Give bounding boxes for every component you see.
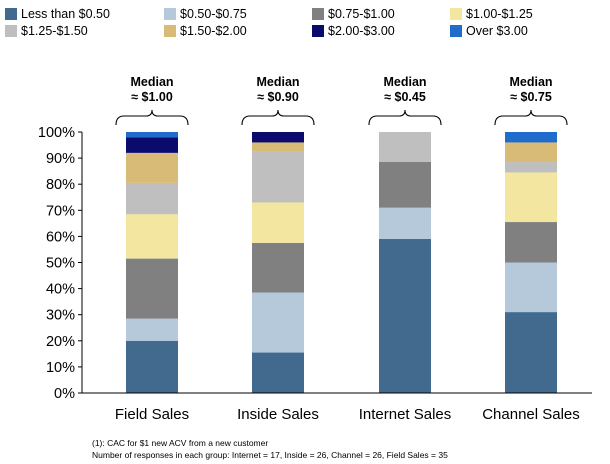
- bar-segment-channel-sales-0-75-1-00: [505, 222, 557, 263]
- median-label: Median: [256, 75, 299, 89]
- legend-label: Over $3.00: [466, 24, 528, 38]
- y-tick-label: 70%: [46, 203, 75, 219]
- bar-segment-field-sales-1-00-1-25: [126, 214, 178, 259]
- median-label: Median: [130, 75, 173, 89]
- median-brace: [494, 109, 568, 126]
- bar-segment-inside-sales-0-75-1-00: [252, 242, 304, 293]
- bar-segment-inside-sales-2-00-3-00: [252, 132, 304, 143]
- median-value: ≈ $0.90: [257, 90, 299, 104]
- y-tick-label: 100%: [38, 125, 75, 141]
- legend-swatch: [164, 8, 176, 20]
- legend-item-over-3-00: Over $3.00: [450, 24, 528, 38]
- median-value: ≈ $0.45: [384, 90, 426, 104]
- legend-item-1-25-1-50: $1.25-$1.50: [5, 24, 88, 38]
- legend-swatch: [450, 8, 462, 20]
- bar-segment-field-sales-1-50-2-00: [126, 152, 178, 183]
- median-brace: [115, 109, 189, 126]
- bar-segment-internet-sales-less-than-0-50: [379, 239, 431, 393]
- bar-segment-channel-sales-0-50-0-75: [505, 262, 557, 313]
- y-tick-label: 30%: [46, 308, 75, 324]
- bar-segment-internet-sales-0-75-1-00: [379, 162, 431, 208]
- median-value: ≈ $1.00: [131, 90, 173, 104]
- legend-swatch: [5, 25, 17, 37]
- bar-segment-field-sales-0-50-0-75: [126, 318, 178, 341]
- y-tick-label: 20%: [46, 334, 75, 350]
- bar-segment-channel-sales-1-50-2-00: [505, 142, 557, 163]
- legend-item-1-50-2-00: $1.50-$2.00: [164, 24, 247, 38]
- bar-segment-inside-sales-1-00-1-25: [252, 202, 304, 243]
- bar-segment-internet-sales-0-50-0-75: [379, 207, 431, 240]
- legend-label: Less than $0.50: [21, 7, 110, 21]
- responses-note: Number of responses in each group: Inter…: [92, 450, 448, 460]
- bar-segment-channel-sales-1-00-1-25: [505, 172, 557, 223]
- legend-swatch: [312, 25, 324, 37]
- median-label: Median: [383, 75, 426, 89]
- y-tick-label: 10%: [46, 360, 75, 376]
- legend-item-0-75-1-00: $0.75-$1.00: [312, 7, 395, 21]
- median-value: ≈ $0.75: [510, 90, 552, 104]
- legend-item-0-50-0-75: $0.50-$0.75: [164, 7, 247, 21]
- median-label: Median: [509, 75, 552, 89]
- bar-segment-field-sales-less-than-0-50: [126, 340, 178, 393]
- bar-segment-channel-sales-1-25-1-50: [505, 162, 557, 173]
- bar-segment-internet-sales-1-25-1-50: [379, 132, 431, 163]
- bar-segment-inside-sales-1-50-2-00: [252, 142, 304, 152]
- median-brace: [241, 109, 315, 126]
- bar-segment-channel-sales-over-3-00: [505, 132, 557, 143]
- legend-swatch: [450, 25, 462, 37]
- legend-item-1-00-1-25: $1.00-$1.25: [450, 7, 533, 21]
- bar-segment-field-sales-2-00-3-00: [126, 137, 178, 153]
- bar-segment-inside-sales-0-50-0-75: [252, 292, 304, 353]
- x-tick-label: Channel Sales: [482, 406, 580, 423]
- bar-segment-field-sales-1-25-1-50: [126, 182, 178, 215]
- legend-swatch: [5, 8, 17, 20]
- x-tick-label: Field Sales: [115, 406, 189, 423]
- y-tick-label: 60%: [46, 229, 75, 245]
- y-tick-label: 50%: [46, 256, 75, 272]
- median-brace: [368, 109, 442, 126]
- legend-label: $1.00-$1.25: [466, 7, 533, 21]
- legend-swatch: [312, 8, 324, 20]
- legend-label: $1.50-$2.00: [180, 24, 247, 38]
- legend-item-2-00-3-00: $2.00-$3.00: [312, 24, 395, 38]
- bar-segment-inside-sales-1-25-1-50: [252, 151, 304, 203]
- x-tick-label: Internet Sales: [359, 406, 452, 423]
- bar-segment-field-sales-over-3-00: [126, 132, 178, 138]
- legend-label: $0.75-$1.00: [328, 7, 395, 21]
- legend-item-less-than-0-50: Less than $0.50: [5, 7, 110, 21]
- legend-label: $1.25-$1.50: [21, 24, 88, 38]
- legend-label: $0.50-$0.75: [180, 7, 247, 21]
- bar-segment-field-sales-0-75-1-00: [126, 258, 178, 319]
- legend-swatch: [164, 25, 176, 37]
- bar-segment-inside-sales-less-than-0-50: [252, 352, 304, 393]
- legend-label: $2.00-$3.00: [328, 24, 395, 38]
- y-tick-label: 40%: [46, 282, 75, 298]
- y-tick-label: 80%: [46, 177, 75, 193]
- x-tick-label: Inside Sales: [237, 406, 319, 423]
- bar-segment-channel-sales-less-than-0-50: [505, 312, 557, 393]
- footnote: (1): CAC for $1 new ACV from a new custo…: [92, 438, 269, 448]
- y-tick-label: 0%: [54, 386, 75, 402]
- y-tick-label: 90%: [46, 151, 75, 167]
